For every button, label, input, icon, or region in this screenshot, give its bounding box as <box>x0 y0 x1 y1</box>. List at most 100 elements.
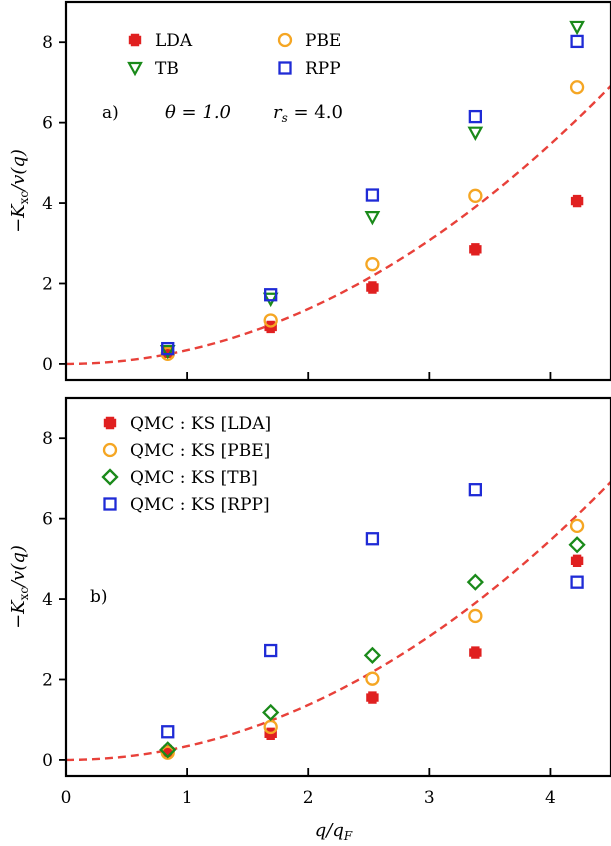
legend-marker <box>101 468 119 486</box>
series-square <box>161 483 584 739</box>
data-point <box>365 532 380 546</box>
legend-marker <box>103 416 117 430</box>
legend-marker <box>277 32 293 48</box>
legend: QMC : KS [LDA] QMC : KS [PBE] QMC : KS [TB… <box>101 414 271 515</box>
y-tick-label: 2 <box>42 274 53 294</box>
x-tick-label: 4 <box>545 788 556 808</box>
legend-label: QMC : KS [PBE] <box>130 441 270 461</box>
legend-item: QMC : KS [TB] <box>101 468 258 488</box>
legend-label: LDA <box>155 31 193 51</box>
data-point <box>364 211 381 226</box>
data-point <box>467 126 484 141</box>
x-tick-label: 2 <box>303 788 314 808</box>
plot-frame <box>64 0 611 382</box>
legend-label: QMC : KS [TB] <box>130 468 258 488</box>
legend-marker <box>103 497 117 511</box>
legend: LDA PBE TB RPP <box>127 31 341 79</box>
legend-item: QMC : KS [LDA] <box>103 414 271 434</box>
x-tick-label: 0 <box>61 788 72 808</box>
data-point <box>570 575 584 589</box>
x-label-main: q/q <box>315 820 344 841</box>
data-point <box>466 573 484 591</box>
data-point <box>569 518 585 534</box>
series-plus <box>161 554 584 758</box>
y-tick-label: 8 <box>42 33 53 53</box>
plot-frame <box>64 396 611 778</box>
legend-label: RPP <box>305 59 341 79</box>
data-point <box>568 536 586 554</box>
annotation-theta: θ = 1.0 <box>165 102 231 123</box>
panel-a: 0 2 4 6 8 −Kxc/v(q) a) θ = 1.0 rs = 4.0 LDA PBE TB R… <box>8 0 611 382</box>
data-point <box>570 194 584 208</box>
y-axis-label: −Kxc/v(q) <box>8 545 31 629</box>
reference-curve <box>66 480 611 762</box>
data-point <box>570 34 584 49</box>
legend-label: TB <box>155 59 179 79</box>
legend-marker <box>278 61 292 75</box>
y-label-main: −K <box>8 599 29 629</box>
y-tick-label: 0 <box>42 355 53 375</box>
y-tick-label: 2 <box>42 670 53 690</box>
y-tick-label: 6 <box>42 510 53 530</box>
data-point <box>363 646 382 664</box>
panel-label: a) <box>102 103 119 123</box>
y-label-sub: xc <box>17 191 31 205</box>
data-point <box>365 257 380 272</box>
y-tick-label: 8 <box>42 429 53 449</box>
legend-item: RPP <box>278 59 341 79</box>
annotation-r-value: = 4.0 <box>288 102 343 123</box>
series-diamond <box>159 536 586 759</box>
y-label-main: −K <box>8 203 29 233</box>
legend-item: QMC : KS [RPP] <box>103 495 270 515</box>
x-label-sub: F <box>343 829 353 843</box>
data-point <box>365 188 380 202</box>
legend-marker <box>102 442 118 458</box>
legend-item: QMC : KS [PBE] <box>102 441 270 461</box>
data-point <box>161 725 175 739</box>
y-tick-label: 4 <box>42 194 53 214</box>
annotation-r: r <box>273 102 283 123</box>
y-label-rest: /v(q) <box>8 545 29 589</box>
data-point <box>569 80 585 95</box>
x-axis-label: q/qF <box>315 820 353 843</box>
data-point <box>366 691 379 704</box>
series-circle <box>160 80 585 362</box>
y-axis-label: −Kxc/v(q) <box>8 149 31 233</box>
data-point <box>468 608 483 624</box>
legend-item: LDA <box>128 31 193 51</box>
series-circle <box>160 518 585 760</box>
data-point <box>161 341 175 356</box>
data-point <box>469 646 482 659</box>
y-tick-label: 4 <box>42 590 53 610</box>
data-point <box>159 741 177 759</box>
legend-label: QMC : KS [RPP] <box>130 495 270 515</box>
data-point <box>468 188 483 203</box>
data-point <box>365 671 380 686</box>
data-point <box>468 109 483 124</box>
data-point <box>569 20 585 36</box>
legend-marker <box>127 61 143 77</box>
panel-label: b) <box>90 587 108 607</box>
data-point <box>262 703 280 722</box>
y-tick-label: 6 <box>42 114 53 134</box>
series-square <box>161 34 584 356</box>
annotation-r-sub: s <box>282 111 288 125</box>
y-label-rest: /v(q) <box>8 149 29 193</box>
annotation: θ = 1.0 rs = 4.0 <box>165 102 343 125</box>
data-point <box>160 745 175 760</box>
data-point <box>159 344 176 360</box>
series-plus <box>161 194 584 359</box>
data-point <box>264 288 278 302</box>
x-tick-label: 1 <box>182 788 193 808</box>
legend-item: TB <box>127 59 179 79</box>
data-point <box>469 243 482 256</box>
legend-label: QMC : KS [LDA] <box>130 414 271 434</box>
data-point <box>263 313 278 328</box>
data-point <box>264 643 278 658</box>
legend-marker <box>128 33 142 47</box>
data-point <box>366 281 379 294</box>
legend-label: PBE <box>305 31 341 51</box>
x-tick-label: 3 <box>424 788 435 808</box>
